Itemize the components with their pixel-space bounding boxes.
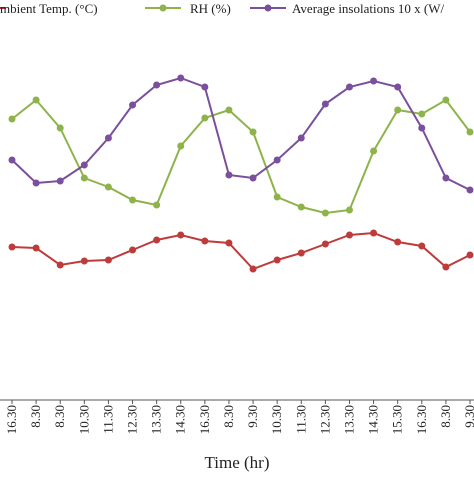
data-point: [201, 237, 209, 245]
x-tick-label: 9.30: [462, 405, 474, 428]
data-point: [345, 83, 353, 91]
data-point: [153, 81, 161, 89]
data-point: [129, 101, 137, 109]
x-tick-label: 16.30: [197, 405, 212, 434]
data-point: [201, 83, 209, 91]
x-tick-label: 14.30: [173, 405, 188, 434]
data-point: [273, 256, 281, 264]
x-tick-label: 15.30: [390, 405, 405, 434]
data-point: [104, 183, 112, 191]
data-point: [80, 174, 88, 182]
data-point: [201, 114, 209, 122]
data-point: [273, 193, 281, 201]
x-tick-label: 16.30: [4, 405, 19, 434]
data-point: [418, 242, 426, 250]
data-point: [370, 229, 378, 237]
data-point: [104, 256, 112, 264]
data-point: [177, 231, 185, 239]
legend-marker: [159, 4, 167, 12]
x-tick-label: 13.30: [149, 405, 164, 434]
data-point: [370, 77, 378, 85]
data-point: [80, 161, 88, 169]
data-point: [321, 100, 329, 108]
data-point: [442, 174, 450, 182]
x-tick-label: 8.30: [28, 405, 43, 428]
data-point: [394, 106, 402, 114]
data-point: [8, 156, 16, 164]
x-tick-label: 16.30: [414, 405, 429, 434]
x-tick-label: 8.30: [438, 405, 453, 428]
x-tick-label: 8.30: [221, 405, 236, 428]
data-point: [418, 110, 426, 118]
data-point: [129, 246, 137, 254]
data-point: [297, 203, 305, 211]
series-line: [11, 76, 471, 191]
data-point: [297, 249, 305, 257]
data-point: [370, 147, 378, 155]
data-point: [345, 231, 353, 239]
x-tick-label: 14.30: [366, 405, 381, 434]
x-tick-label: 12.30: [125, 405, 140, 434]
x-tick-label: 10.30: [269, 405, 284, 434]
data-point: [442, 263, 450, 271]
x-tick-label: 12.30: [317, 405, 332, 434]
data-point: [104, 134, 112, 142]
data-point: [177, 74, 185, 82]
data-point: [32, 96, 40, 104]
legend-label: RH (%): [190, 1, 231, 16]
data-point: [225, 239, 233, 247]
data-point: [32, 244, 40, 252]
data-point: [225, 171, 233, 179]
data-point: [394, 238, 402, 246]
data-point: [129, 196, 137, 204]
legend-marker: [264, 4, 272, 12]
data-point: [345, 206, 353, 214]
data-point: [297, 134, 305, 142]
data-point: [32, 179, 40, 187]
data-point: [442, 96, 450, 104]
data-point: [394, 83, 402, 91]
x-axis-label: Time (hr): [204, 453, 269, 472]
x-tick-label: 10.30: [76, 405, 91, 434]
data-point: [249, 174, 257, 182]
data-point: [466, 128, 474, 136]
x-tick-label: 9.30: [245, 405, 260, 428]
data-point: [321, 209, 329, 217]
data-point: [249, 128, 257, 136]
data-point: [56, 177, 64, 185]
data-point: [153, 201, 161, 209]
data-point: [56, 261, 64, 269]
data-point: [466, 186, 474, 194]
data-point: [80, 257, 88, 265]
data-point: [249, 265, 257, 273]
x-tick-label: 11.30: [293, 405, 308, 434]
data-point: [177, 142, 185, 150]
x-tick-label: 11.30: [100, 405, 115, 434]
data-point: [8, 243, 16, 251]
x-tick-label: 8.30: [52, 405, 67, 428]
data-point: [225, 106, 233, 114]
data-point: [273, 156, 281, 164]
data-point: [321, 240, 329, 248]
data-point: [56, 124, 64, 132]
data-point: [418, 124, 426, 132]
data-point: [8, 115, 16, 123]
x-tick-label: 13.30: [341, 405, 356, 434]
series-line: [11, 98, 471, 215]
legend-label: mbient Temp. (°C): [0, 1, 98, 16]
data-point: [153, 236, 161, 244]
legend-label: Average insolations 10 x (W/: [292, 1, 444, 16]
series-line: [11, 231, 471, 271]
data-point: [466, 251, 474, 259]
